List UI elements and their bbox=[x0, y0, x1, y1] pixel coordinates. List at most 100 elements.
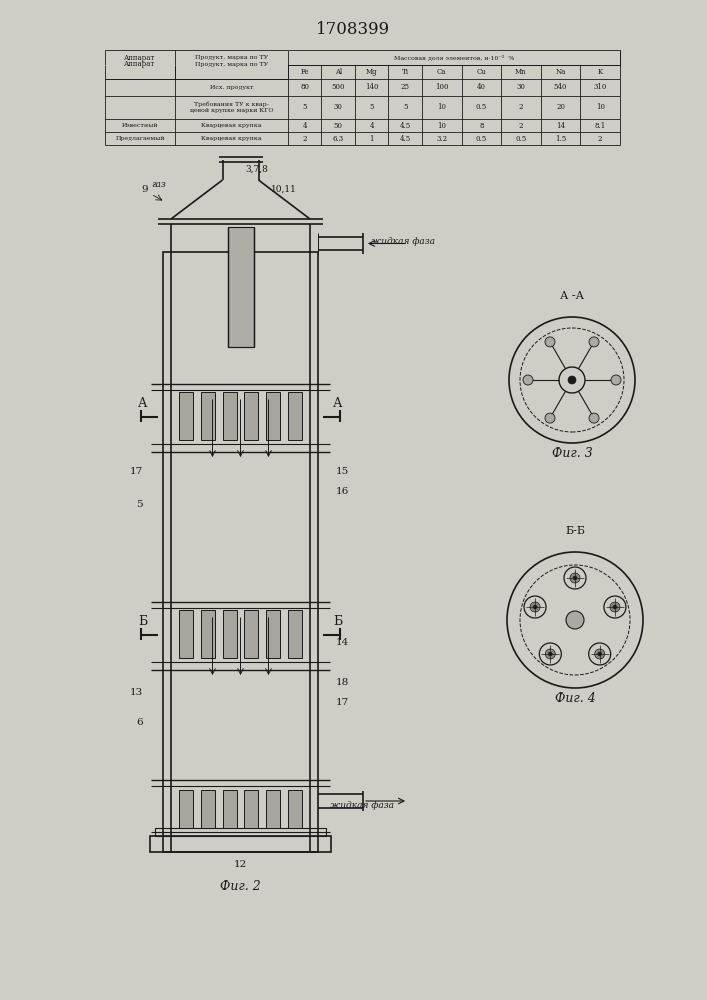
Circle shape bbox=[589, 413, 599, 423]
Circle shape bbox=[533, 605, 537, 609]
Circle shape bbox=[589, 643, 611, 665]
Text: Ca: Ca bbox=[437, 68, 447, 76]
Circle shape bbox=[549, 652, 552, 656]
Text: 20: 20 bbox=[556, 103, 565, 111]
Circle shape bbox=[597, 652, 602, 656]
Text: 540: 540 bbox=[554, 83, 567, 91]
Text: Б: Б bbox=[334, 615, 343, 628]
Text: 1708399: 1708399 bbox=[316, 21, 390, 38]
Text: 3.2: 3.2 bbox=[436, 135, 448, 143]
Text: 14: 14 bbox=[556, 122, 565, 130]
Bar bbox=[228, 227, 254, 347]
Text: 5: 5 bbox=[136, 500, 143, 509]
Text: Ti: Ti bbox=[402, 68, 409, 76]
Text: 100: 100 bbox=[435, 83, 448, 91]
Text: 10: 10 bbox=[437, 122, 446, 130]
Bar bbox=[288, 790, 302, 828]
Text: 17: 17 bbox=[336, 698, 349, 707]
Text: 5: 5 bbox=[403, 103, 407, 111]
Bar bbox=[267, 790, 280, 828]
Text: Кварцевая крупка: Кварцевая крупка bbox=[201, 123, 262, 128]
Text: 18: 18 bbox=[336, 678, 349, 687]
Text: 3,7,8: 3,7,8 bbox=[245, 165, 269, 174]
Text: Б: Б bbox=[139, 615, 148, 628]
Text: K: K bbox=[597, 68, 603, 76]
Circle shape bbox=[530, 602, 540, 612]
Bar bbox=[201, 790, 215, 828]
Circle shape bbox=[610, 602, 620, 612]
Text: 0.5: 0.5 bbox=[515, 135, 527, 143]
Text: Al: Al bbox=[334, 68, 341, 76]
Text: 4: 4 bbox=[303, 122, 307, 130]
Text: Na: Na bbox=[556, 68, 566, 76]
Circle shape bbox=[604, 596, 626, 618]
Text: 4: 4 bbox=[369, 122, 374, 130]
Text: 1.5: 1.5 bbox=[555, 135, 566, 143]
Circle shape bbox=[566, 611, 584, 629]
Text: Mn: Mn bbox=[515, 68, 527, 76]
Text: 4.5: 4.5 bbox=[399, 122, 411, 130]
Bar bbox=[155, 828, 326, 836]
Text: Продукт, марка по ТУ: Продукт, марка по ТУ bbox=[195, 62, 268, 67]
Bar bbox=[223, 610, 237, 658]
Text: 2: 2 bbox=[303, 135, 307, 143]
Bar bbox=[179, 392, 193, 440]
Text: А: А bbox=[139, 397, 148, 410]
Circle shape bbox=[613, 605, 617, 609]
Bar bbox=[179, 790, 193, 828]
Text: 2: 2 bbox=[598, 135, 602, 143]
Text: Предлагаемый: Предлагаемый bbox=[115, 136, 165, 141]
Circle shape bbox=[545, 649, 555, 659]
Text: Продукт, марка по ТУ: Продукт, марка по ТУ bbox=[195, 55, 268, 60]
Circle shape bbox=[545, 337, 555, 347]
Text: 40: 40 bbox=[477, 83, 486, 91]
Text: 8.1: 8.1 bbox=[595, 122, 606, 130]
Text: Mg: Mg bbox=[366, 68, 378, 76]
Text: 0.5: 0.5 bbox=[476, 135, 487, 143]
Text: 13: 13 bbox=[130, 688, 143, 697]
Text: 140: 140 bbox=[365, 83, 378, 91]
Text: Исх. продукт: Исх. продукт bbox=[210, 84, 253, 90]
Circle shape bbox=[568, 376, 576, 384]
Text: Б-Б: Б-Б bbox=[565, 526, 585, 536]
Text: 17: 17 bbox=[130, 467, 143, 476]
Bar bbox=[267, 610, 280, 658]
Bar bbox=[267, 392, 280, 440]
Circle shape bbox=[524, 596, 546, 618]
Circle shape bbox=[564, 567, 586, 589]
Text: жидкая фаза: жидкая фаза bbox=[371, 237, 435, 246]
Circle shape bbox=[545, 413, 555, 423]
Bar bbox=[223, 392, 237, 440]
Text: 500: 500 bbox=[332, 83, 345, 91]
Text: 10: 10 bbox=[596, 103, 604, 111]
Text: 10: 10 bbox=[437, 103, 446, 111]
Text: 5: 5 bbox=[303, 103, 307, 111]
Text: Аппарат: Аппарат bbox=[124, 60, 156, 68]
Text: 10,11: 10,11 bbox=[271, 185, 296, 194]
Bar bbox=[223, 790, 237, 828]
Text: Известный: Известный bbox=[122, 123, 158, 128]
Circle shape bbox=[570, 573, 580, 583]
Bar bbox=[288, 392, 302, 440]
Text: 80: 80 bbox=[300, 83, 309, 91]
Text: А: А bbox=[333, 397, 343, 410]
Bar bbox=[245, 790, 259, 828]
Text: Массовая доля элементов, н·10⁻²  %: Массовая доля элементов, н·10⁻² % bbox=[394, 55, 514, 61]
Text: 6.3: 6.3 bbox=[332, 135, 344, 143]
Text: 30: 30 bbox=[517, 83, 525, 91]
Bar bbox=[163, 252, 318, 852]
Text: А -А: А -А bbox=[560, 291, 584, 301]
Text: 8: 8 bbox=[479, 122, 484, 130]
Text: 12: 12 bbox=[234, 860, 247, 869]
Text: газ: газ bbox=[151, 180, 165, 189]
Circle shape bbox=[595, 649, 604, 659]
Text: Фиг. 4: Фиг. 4 bbox=[554, 692, 595, 705]
Text: 2: 2 bbox=[519, 103, 523, 111]
Text: 9: 9 bbox=[141, 185, 148, 194]
Bar bbox=[179, 610, 193, 658]
Bar bbox=[201, 392, 215, 440]
Text: 25: 25 bbox=[401, 83, 409, 91]
Bar bbox=[105, 65, 175, 79]
Circle shape bbox=[573, 576, 577, 580]
Text: 0.5: 0.5 bbox=[476, 103, 487, 111]
